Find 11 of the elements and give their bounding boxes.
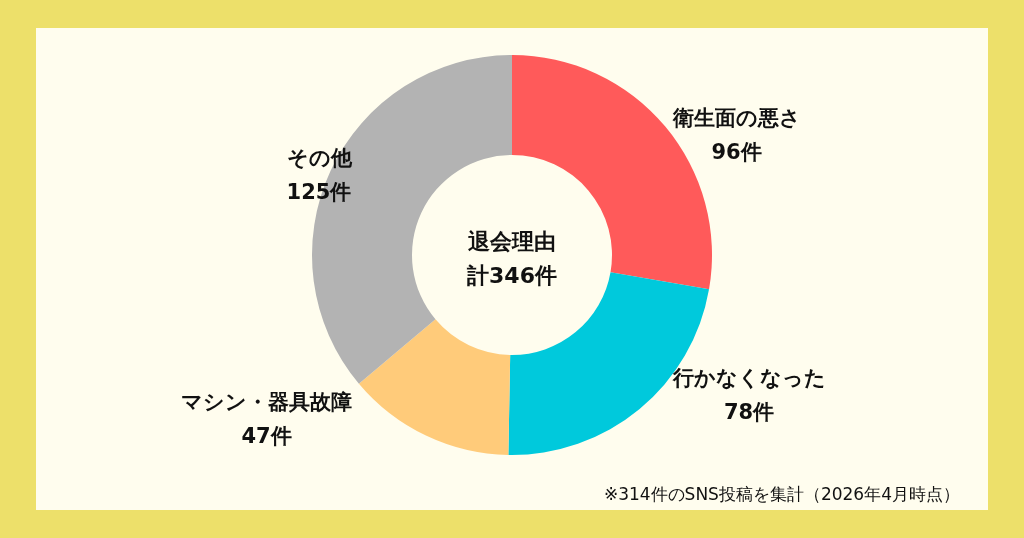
data-label: 125件 bbox=[286, 180, 352, 205]
data-label: 47件 bbox=[241, 424, 292, 449]
slice-label: 衛生面の悪さ bbox=[671, 105, 801, 130]
slice-label: マシン・器具故障 bbox=[181, 390, 352, 415]
data-label: 78件 bbox=[723, 399, 775, 424]
slice-label: 行かなくなった bbox=[671, 365, 826, 390]
data-label: 96件 bbox=[711, 139, 762, 164]
slice-label: その他 bbox=[286, 146, 353, 171]
text: 計346件 bbox=[466, 263, 557, 288]
text: 退会理由 bbox=[468, 229, 556, 254]
text: ※314件のSNS投稿を集計（2026年4月時点） bbox=[603, 484, 960, 504]
